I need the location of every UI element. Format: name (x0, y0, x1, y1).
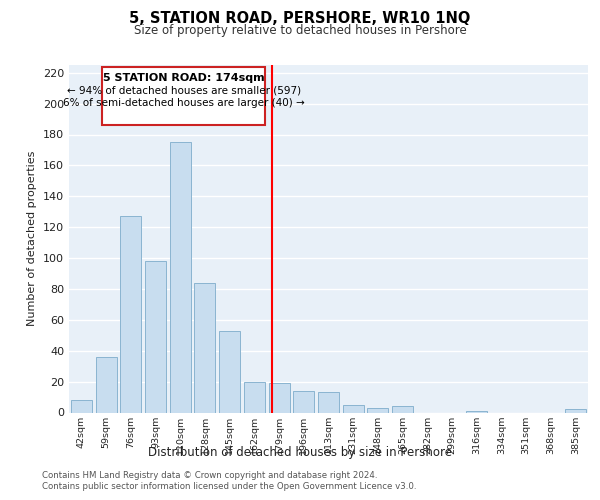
Bar (120, 216, 141, 412)
Bar (194, 283, 215, 412)
Text: 5 STATION ROAD: 174sqm: 5 STATION ROAD: 174sqm (103, 74, 265, 84)
Bar (71, 400, 92, 412)
Bar (318, 392, 339, 412)
Bar (145, 261, 166, 412)
Text: ← 94% of detached houses are smaller (597): ← 94% of detached houses are smaller (59… (67, 86, 301, 96)
Text: Contains public sector information licensed under the Open Government Licence v3: Contains public sector information licen… (42, 482, 416, 491)
Bar (392, 406, 413, 412)
Text: Size of property relative to detached houses in Pershore: Size of property relative to detached ho… (134, 24, 466, 37)
Y-axis label: Number of detached properties: Number of detached properties (28, 151, 37, 326)
Bar (244, 382, 265, 412)
Bar (466, 411, 487, 412)
Bar (367, 408, 388, 412)
Bar (343, 405, 364, 412)
FancyBboxPatch shape (103, 66, 265, 125)
Bar (170, 142, 191, 412)
Bar (565, 410, 586, 412)
Bar (219, 330, 240, 412)
Bar (95, 357, 116, 412)
Text: Distribution of detached houses by size in Pershore: Distribution of detached houses by size … (148, 446, 452, 459)
Bar (293, 391, 314, 412)
Text: 6% of semi-detached houses are larger (40) →: 6% of semi-detached houses are larger (4… (63, 98, 305, 108)
Text: Contains HM Land Registry data © Crown copyright and database right 2024.: Contains HM Land Registry data © Crown c… (42, 471, 377, 480)
Text: 5, STATION ROAD, PERSHORE, WR10 1NQ: 5, STATION ROAD, PERSHORE, WR10 1NQ (130, 11, 470, 26)
Bar (269, 383, 290, 412)
